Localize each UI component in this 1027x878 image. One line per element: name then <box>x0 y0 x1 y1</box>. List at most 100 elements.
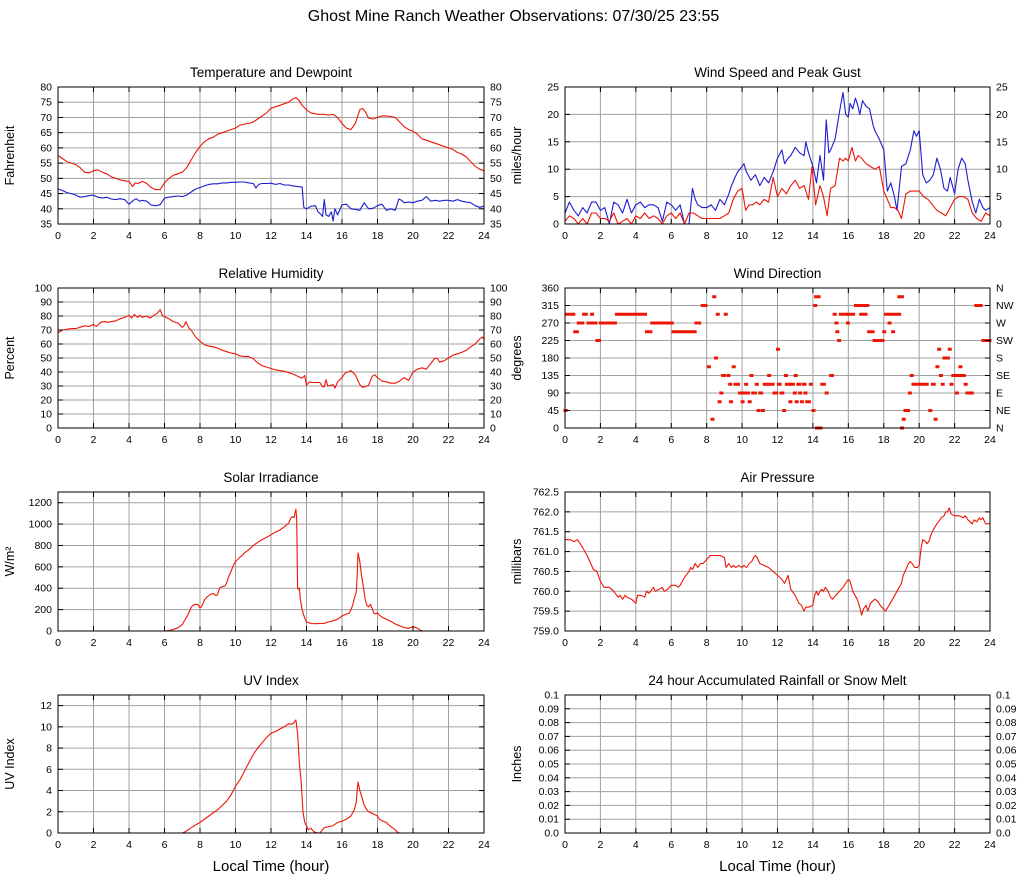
y-tick-label-right: 40 <box>490 203 502 215</box>
x-tick-label: 0 <box>562 637 568 649</box>
x-tick-label: 12 <box>772 230 784 242</box>
y-tick-label: 1200 <box>29 497 53 509</box>
chart-title: Wind Direction <box>734 266 822 281</box>
x-tick-label: 22 <box>949 230 961 242</box>
x-tick-label: 16 <box>842 839 854 851</box>
y-tick-label-right: 0 <box>490 423 496 435</box>
x-tick-label: 14 <box>301 839 313 851</box>
tick-marks <box>564 86 991 225</box>
x-tick-label: 22 <box>949 839 961 851</box>
series-dewpoint <box>57 181 485 222</box>
x-tick-label: 24 <box>984 230 996 242</box>
x-tick-label: 2 <box>91 839 97 851</box>
x-tick-label: 20 <box>913 230 925 242</box>
x-tick-label: 6 <box>162 839 168 851</box>
y-tick-label-right: 70 <box>490 325 502 337</box>
x-tick-label: 16 <box>336 637 348 649</box>
y-tick-label-right: 45 <box>490 188 502 200</box>
y-tick-label-right: 0.03 <box>996 786 1017 798</box>
y-tick-label-right: 25 <box>996 82 1008 94</box>
y-tick-label-right: 65 <box>490 127 502 139</box>
x-tick-label: 4 <box>126 637 132 649</box>
y-tick-label: 75 <box>40 97 52 109</box>
x-tick-label: 10 <box>230 839 242 851</box>
y-axis-labels: 0 200 400 600 800 1000 1200 <box>29 497 53 637</box>
y-tick-label: 200 <box>34 604 52 616</box>
x-tick-label: 20 <box>913 839 925 851</box>
x-axis-labels: 0 2 4 6 8 10 12 14 16 18 20 22 24 <box>55 839 490 851</box>
y-tick-label: 135 <box>541 370 559 382</box>
x-tick-label: 16 <box>842 637 854 649</box>
x-tick-label: 2 <box>91 637 97 649</box>
tick-marks <box>564 491 991 632</box>
y-tick-label: 40 <box>40 203 52 215</box>
y-tick-label-right: 30 <box>490 381 502 393</box>
x-tick-label: 14 <box>301 434 313 446</box>
y-axis-title: UV Index <box>3 738 17 790</box>
chart-title: Solar Irradiance <box>223 470 318 485</box>
x-tick-label: 4 <box>633 230 639 242</box>
y-tick-label: 0.04 <box>539 772 560 784</box>
x-axis-labels: 0 2 4 6 8 10 12 14 16 18 20 22 24 <box>562 839 996 851</box>
x-tick-label: 8 <box>197 434 203 446</box>
series-air_pressure <box>565 507 990 616</box>
y-tick-label-right: 0.02 <box>996 800 1017 812</box>
x-tick-label: 22 <box>949 434 961 446</box>
y-tick-label: 0 <box>46 423 52 435</box>
y-tick-label-right: 0.05 <box>996 759 1017 771</box>
y-tick-label-right: 10 <box>996 164 1008 176</box>
x-axis-labels: 0 2 4 6 8 10 12 14 16 18 20 22 24 <box>562 434 996 446</box>
chart-title: UV Index <box>243 673 299 688</box>
y-tick-label-right: N <box>996 283 1004 295</box>
x-tick-label: 4 <box>633 839 639 851</box>
x-tick-label: 18 <box>372 637 384 649</box>
x-tick-label: 10 <box>230 230 242 242</box>
x-tick-label: 6 <box>162 434 168 446</box>
y-tick-label: 40 <box>40 367 52 379</box>
y-tick-label: 90 <box>40 297 52 309</box>
x-tick-label: 10 <box>736 637 748 649</box>
x-tick-label: 22 <box>949 637 961 649</box>
y-axis-title: Inches <box>510 746 524 783</box>
x-tick-label: 0 <box>55 637 61 649</box>
x-tick-label: 2 <box>597 434 603 446</box>
x-tick-label: 18 <box>372 434 384 446</box>
y-tick-label: 270 <box>541 318 559 330</box>
x-tick-label: 4 <box>126 230 132 242</box>
x-tick-label: 0 <box>55 839 61 851</box>
y-tick-label-right: 0.08 <box>996 717 1017 729</box>
y-tick-label: 0.07 <box>539 731 560 743</box>
x-tick-label: 12 <box>265 839 277 851</box>
x-tick-label: 8 <box>704 434 710 446</box>
chart-24-hour-accumulated-rainfall-or-snow-melt: 24 hour Accumulated Rainfall or Snow Mel… <box>510 673 1017 875</box>
y-tick-label: 759.0 <box>533 626 559 638</box>
y-tick-label: 90 <box>547 388 559 400</box>
series-wind_direction <box>563 295 992 430</box>
x-tick-label: 14 <box>807 637 819 649</box>
y-tick-label: 20 <box>40 395 52 407</box>
y-tick-label: 800 <box>34 540 52 552</box>
y-tick-label-right: 50 <box>490 353 502 365</box>
y-tick-label: 65 <box>40 127 52 139</box>
x-tick-label: 16 <box>842 230 854 242</box>
y-tick-label: 400 <box>34 583 52 595</box>
y-tick-label: 759.5 <box>533 606 559 618</box>
tick-marks <box>57 492 485 632</box>
y-tick-label: 762.5 <box>533 487 559 499</box>
y-tick-label: 0.05 <box>539 759 560 771</box>
y-tick-label: 0.02 <box>539 800 560 812</box>
x-tick-label: 8 <box>704 230 710 242</box>
y-axis-labels: 0 2 4 6 8 10 12 <box>40 700 52 839</box>
x-axis-title: Local Time (hour) <box>719 858 836 875</box>
x-tick-label: 24 <box>478 637 490 649</box>
y-tick-label: 4 <box>46 785 52 797</box>
y-tick-label-right: 80 <box>490 82 502 94</box>
y-tick-label: 20 <box>547 109 559 121</box>
y-tick-label-right: 50 <box>490 173 502 185</box>
y-tick-label-right: 10 <box>490 409 502 421</box>
